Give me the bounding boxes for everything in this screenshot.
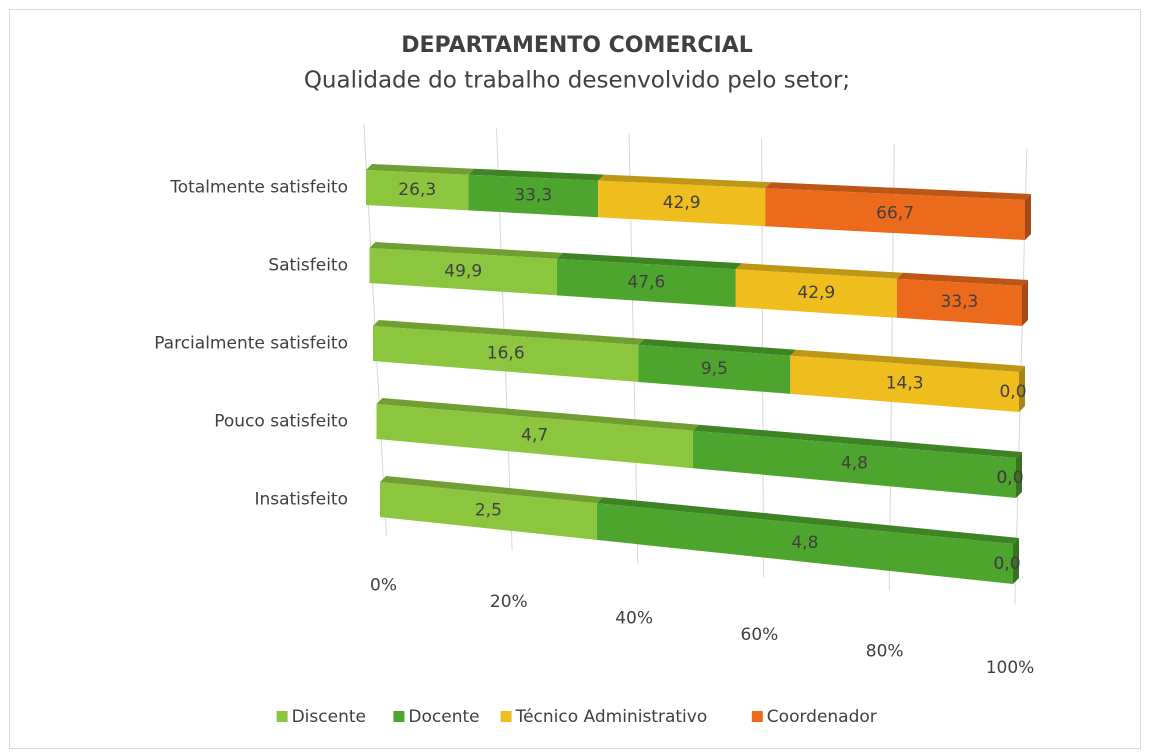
bar-top (735, 263, 903, 279)
bar (692, 430, 1016, 498)
bar-top (692, 424, 1022, 458)
y-tick-label: Satisfeito (268, 256, 348, 276)
data-label: 9,5 (701, 359, 728, 379)
data-label: 66,7 (876, 204, 914, 224)
data-label: 42,9 (663, 193, 701, 213)
legend-label: Discente (292, 707, 366, 727)
data-label: 47,6 (627, 273, 665, 293)
bar-end (1025, 194, 1031, 240)
x-tick-label: 20% (490, 592, 528, 612)
bar-top (366, 164, 475, 175)
y-tick-label: Pouco satisfeito (214, 412, 348, 432)
data-label: 2,5 (475, 501, 502, 521)
bar-top (765, 182, 1031, 200)
bar-top (596, 497, 1019, 544)
bar-top (380, 476, 603, 504)
data-label: 0,0 (996, 468, 1023, 488)
bar (598, 180, 766, 227)
legend-swatch (500, 711, 512, 722)
x-tick-label: 100% (986, 658, 1035, 678)
bar (735, 269, 897, 318)
bar-top (376, 398, 699, 431)
data-label: 4,7 (521, 425, 548, 445)
legend-swatch (751, 711, 763, 722)
legend-label: Docente (408, 707, 479, 727)
y-tick-label: Totalmente satisfeito (169, 178, 348, 198)
chart-subtitle: Qualidade do trabalho desenvolvido pelo … (304, 68, 850, 94)
bar-top (369, 242, 563, 259)
data-label: 33,3 (941, 292, 979, 312)
bar-top (373, 320, 645, 345)
bar (790, 355, 1019, 412)
bar-end (1016, 452, 1022, 498)
bar (380, 482, 597, 540)
x-tick-label: 60% (741, 625, 779, 645)
data-label: 16,6 (487, 343, 525, 363)
bar (896, 278, 1022, 326)
legend-label: Coordenador (767, 707, 877, 727)
bar-top (556, 252, 742, 270)
data-label: 0,0 (996, 468, 1023, 488)
bar-top (638, 338, 797, 356)
bar-top (598, 174, 772, 189)
x-tick-label: 80% (866, 642, 904, 662)
legend-swatch (276, 711, 288, 722)
x-tick-label: 0% (370, 576, 397, 596)
data-label: 14,3 (886, 373, 924, 393)
bar (596, 503, 1013, 584)
data-label: 4,8 (791, 533, 818, 553)
x-tick-label: 40% (615, 609, 653, 629)
data-label: 42,9 (797, 283, 835, 303)
data-label: 33,3 (514, 186, 552, 206)
bar (765, 188, 1025, 240)
bar-end (1013, 538, 1019, 584)
legend-label: Técnico Administrativo (515, 707, 708, 727)
bar (376, 404, 693, 469)
legend-swatch (393, 711, 405, 722)
data-label: 4,8 (841, 454, 868, 474)
y-tick-label: Parcialmente satisfeito (154, 334, 348, 354)
bar-end (1022, 280, 1028, 326)
data-label: 0,0 (993, 554, 1020, 574)
bar (556, 258, 736, 308)
data-label: 0,0 (993, 554, 1020, 574)
bar (468, 174, 599, 218)
bar-top (790, 349, 1025, 372)
bar (373, 326, 639, 382)
bar (366, 170, 469, 211)
bar-end (1019, 366, 1025, 412)
bar-top (468, 168, 605, 181)
data-label: 26,3 (398, 180, 436, 200)
y-tick-label: Insatisfeito (254, 490, 348, 510)
bar (369, 248, 557, 296)
chart-title: DEPARTAMENTO COMERCIAL (401, 33, 752, 58)
data-label: 0,0 (999, 382, 1026, 402)
data-label: 49,9 (444, 261, 482, 281)
bar (638, 344, 791, 394)
bar-top (896, 272, 1028, 286)
